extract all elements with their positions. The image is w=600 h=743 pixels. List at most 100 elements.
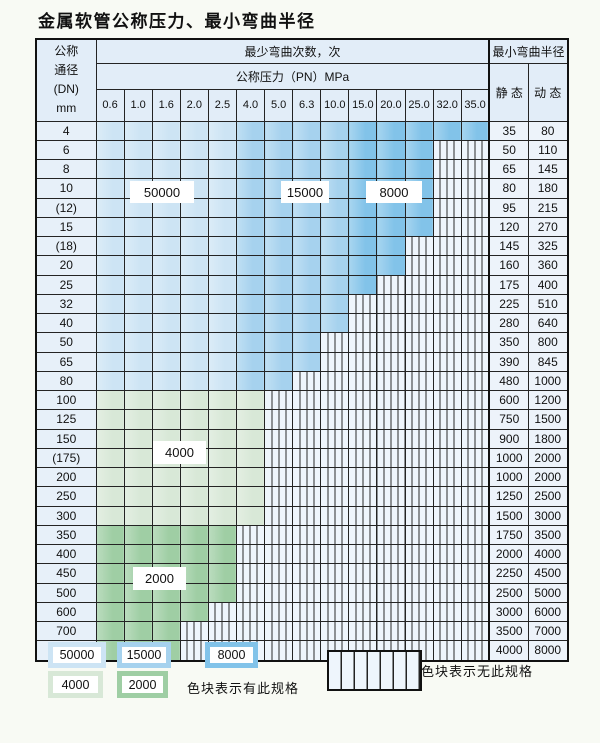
pn-cell: [235, 447, 266, 469]
dn-cell: (12): [35, 197, 97, 218]
pn-cell: [179, 563, 209, 584]
pn-cell: [460, 389, 490, 411]
pn-cell: [95, 409, 125, 430]
pn-cell: [320, 620, 350, 642]
region-label-8000: 8000: [366, 181, 422, 203]
dn-cell: 80: [35, 370, 97, 392]
pn-cell: [460, 158, 490, 180]
pn-cell: [404, 274, 434, 295]
pn-cell: [123, 293, 153, 315]
pn-cell: [264, 370, 294, 392]
pn-cell: [432, 389, 462, 411]
pn-cell: [235, 543, 266, 565]
pn-cell: [460, 351, 490, 372]
pn-cell: [207, 370, 237, 392]
pn-cell: [123, 255, 153, 276]
pn-cell: [264, 505, 294, 526]
legend-note-has-spec: 色块表示有此规格: [187, 681, 300, 696]
pn-cell: [151, 351, 181, 372]
pn-cell: [404, 312, 434, 334]
pn-cell: [123, 601, 153, 623]
pn-cell: [179, 640, 209, 661]
legend-swatch-8000: 8000: [205, 642, 258, 668]
dn-cell: 15: [35, 216, 97, 238]
pn-cell: [460, 235, 490, 257]
dynamic-radius-cell: 8000: [527, 640, 569, 661]
pn-cell: [235, 351, 266, 372]
pn-cell: [95, 563, 125, 584]
pn-cell: [348, 293, 378, 315]
pn-cell: [292, 216, 322, 238]
pn-cell: [151, 543, 181, 565]
dynamic-radius-cell: 2500: [527, 486, 569, 507]
pn-cell: [404, 524, 434, 546]
table-row: 300 1500 3000: [35, 505, 569, 526]
pn-cell: [264, 139, 294, 161]
table-row: 100 600 1200: [35, 389, 569, 411]
table-row: 250 1250 2500: [35, 486, 569, 507]
pn-cell: [207, 351, 237, 372]
radius-header: 最小弯曲半径: [488, 38, 569, 64]
pn-cell: [123, 332, 153, 353]
table-row: 40 280 640: [35, 312, 569, 334]
pn-cell: [404, 486, 434, 507]
pn-cell: [292, 235, 322, 257]
cycles-header: 最少弯曲次数，次: [95, 38, 490, 64]
static-radius-cell: 3500: [488, 620, 529, 642]
pn-cell: [376, 428, 406, 449]
dn-cell: 40: [35, 312, 97, 334]
pn-cell: [264, 216, 294, 238]
dn-cell: (18): [35, 235, 97, 257]
static-radius-cell: 1000: [488, 466, 529, 488]
pn-cell: [432, 312, 462, 334]
pn-cell: [376, 274, 406, 295]
pn-cell: [235, 158, 266, 180]
pn-header-cell: 32.0: [432, 88, 462, 122]
pn-cell: [376, 120, 406, 141]
pn-cell: [404, 139, 434, 161]
pn-cell: [207, 158, 237, 180]
pn-cell: [95, 158, 125, 180]
pn-cell: [264, 601, 294, 623]
pn-cell: [207, 255, 237, 276]
pn-cell: [348, 524, 378, 546]
pn-cell: [404, 601, 434, 623]
pn-cell: [404, 620, 434, 642]
pn-cell: [207, 428, 237, 449]
pn-cell: [432, 601, 462, 623]
pn-cell: [207, 601, 237, 623]
dynamic-radius-cell: 1200: [527, 389, 569, 411]
pn-cell: [151, 312, 181, 334]
pn-cell: [460, 409, 490, 430]
pn-cell: [207, 409, 237, 430]
dynamic-radius-cell: 400: [527, 274, 569, 295]
pn-cell: [179, 332, 209, 353]
pn-cell: [264, 351, 294, 372]
pn-cell: [123, 486, 153, 507]
pn-cell: [95, 370, 125, 392]
pn-cell: [432, 178, 462, 199]
pn-cell: [179, 466, 209, 488]
pn-cell: [123, 543, 153, 565]
pn-cell: [292, 620, 322, 642]
dynamic-radius-cell: 800: [527, 332, 569, 353]
dynamic-radius-cell: 3000: [527, 505, 569, 526]
pn-cell: [235, 428, 266, 449]
legend-swatch-4000: 4000: [48, 671, 103, 698]
table-row: 700 3500 7000: [35, 620, 569, 642]
pn-cell: [235, 524, 266, 546]
pn-header-cell: 15.0: [348, 88, 378, 122]
pn-cell: [235, 274, 266, 295]
pn-cell: [320, 351, 350, 372]
pn-cell: [320, 370, 350, 392]
pn-cell: [432, 640, 462, 661]
pn-cell: [292, 351, 322, 372]
pn-cell: [264, 447, 294, 469]
pn-cell: [179, 120, 209, 141]
table-row: 400 2000 4000: [35, 543, 569, 565]
region-label-50000: 50000: [130, 181, 194, 203]
pn-cell: [151, 332, 181, 353]
pn-cell: [264, 158, 294, 180]
pn-cell: [376, 582, 406, 603]
pn-cell: [320, 601, 350, 623]
